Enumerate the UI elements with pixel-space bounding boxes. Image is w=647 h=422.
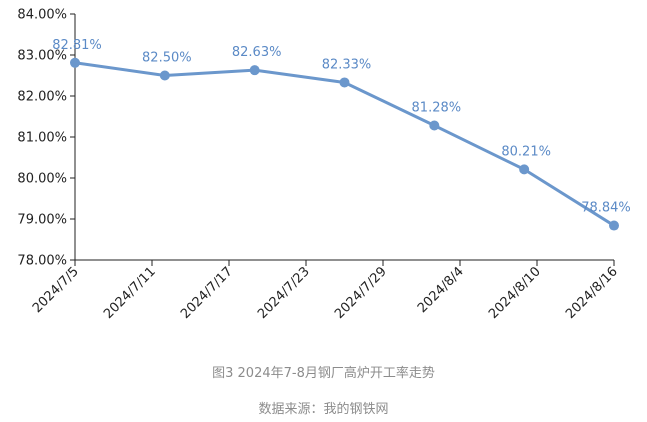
- data-label: 82.33%: [322, 57, 372, 72]
- line-chart: 78.00% 79.00% 80.00% 81.00% 82.00% 83.00% 84.0…: [17, 8, 631, 322]
- data-label-layer: 82.81% 82.50% 82.63% 82.33% 81.28% 80.21% 78.8…: [52, 38, 631, 216]
- x-tick-label: 2024/7/5: [30, 264, 82, 316]
- y-axis: 78.00% 79.00% 80.00% 81.00% 82.00% 83.00% 84.0…: [17, 8, 76, 269]
- y-tick-label: 81.00%: [17, 131, 67, 146]
- x-tick-label: 2024/7/11: [101, 264, 159, 322]
- data-point: [249, 65, 260, 76]
- x-tick-label: 2024/7/23: [255, 264, 313, 322]
- source-caption: 数据来源：我的钢铁网: [258, 402, 389, 417]
- x-tick-label: 2024/8/10: [486, 264, 544, 322]
- data-label: 82.81%: [52, 38, 102, 53]
- data-label: 81.28%: [412, 101, 462, 116]
- x-tick-label: 2024/7/17: [178, 264, 236, 322]
- data-label: 82.50%: [142, 51, 192, 66]
- figure-caption: 图3 2024年7-8月钢厂高炉开工率走势: [212, 366, 435, 381]
- y-tick-label: 83.00%: [17, 49, 67, 64]
- data-label: 78.84%: [581, 201, 631, 216]
- x-tick-label: 2024/8/16: [563, 264, 621, 322]
- data-point: [519, 164, 530, 175]
- y-tick-label: 84.00%: [17, 8, 67, 23]
- y-tick-label: 80.00%: [17, 172, 67, 187]
- y-tick-label: 82.00%: [17, 90, 67, 105]
- x-tick-label: 2024/8/4: [415, 264, 467, 316]
- y-tick-label: 79.00%: [17, 213, 67, 228]
- y-tick-label: 78.00%: [17, 254, 67, 269]
- data-point: [70, 57, 80, 68]
- x-axis: 2024/7/5 2024/7/11 2024/7/17 2024/7/23 2024/…: [30, 259, 621, 322]
- data-label: 80.21%: [501, 144, 551, 159]
- data-point: [339, 77, 350, 88]
- data-point: [159, 70, 170, 81]
- series-layer: [70, 57, 619, 231]
- data-point: [429, 120, 440, 131]
- data-label: 82.63%: [232, 45, 282, 60]
- data-point: [609, 220, 619, 231]
- x-tick-label: 2024/7/29: [332, 264, 390, 322]
